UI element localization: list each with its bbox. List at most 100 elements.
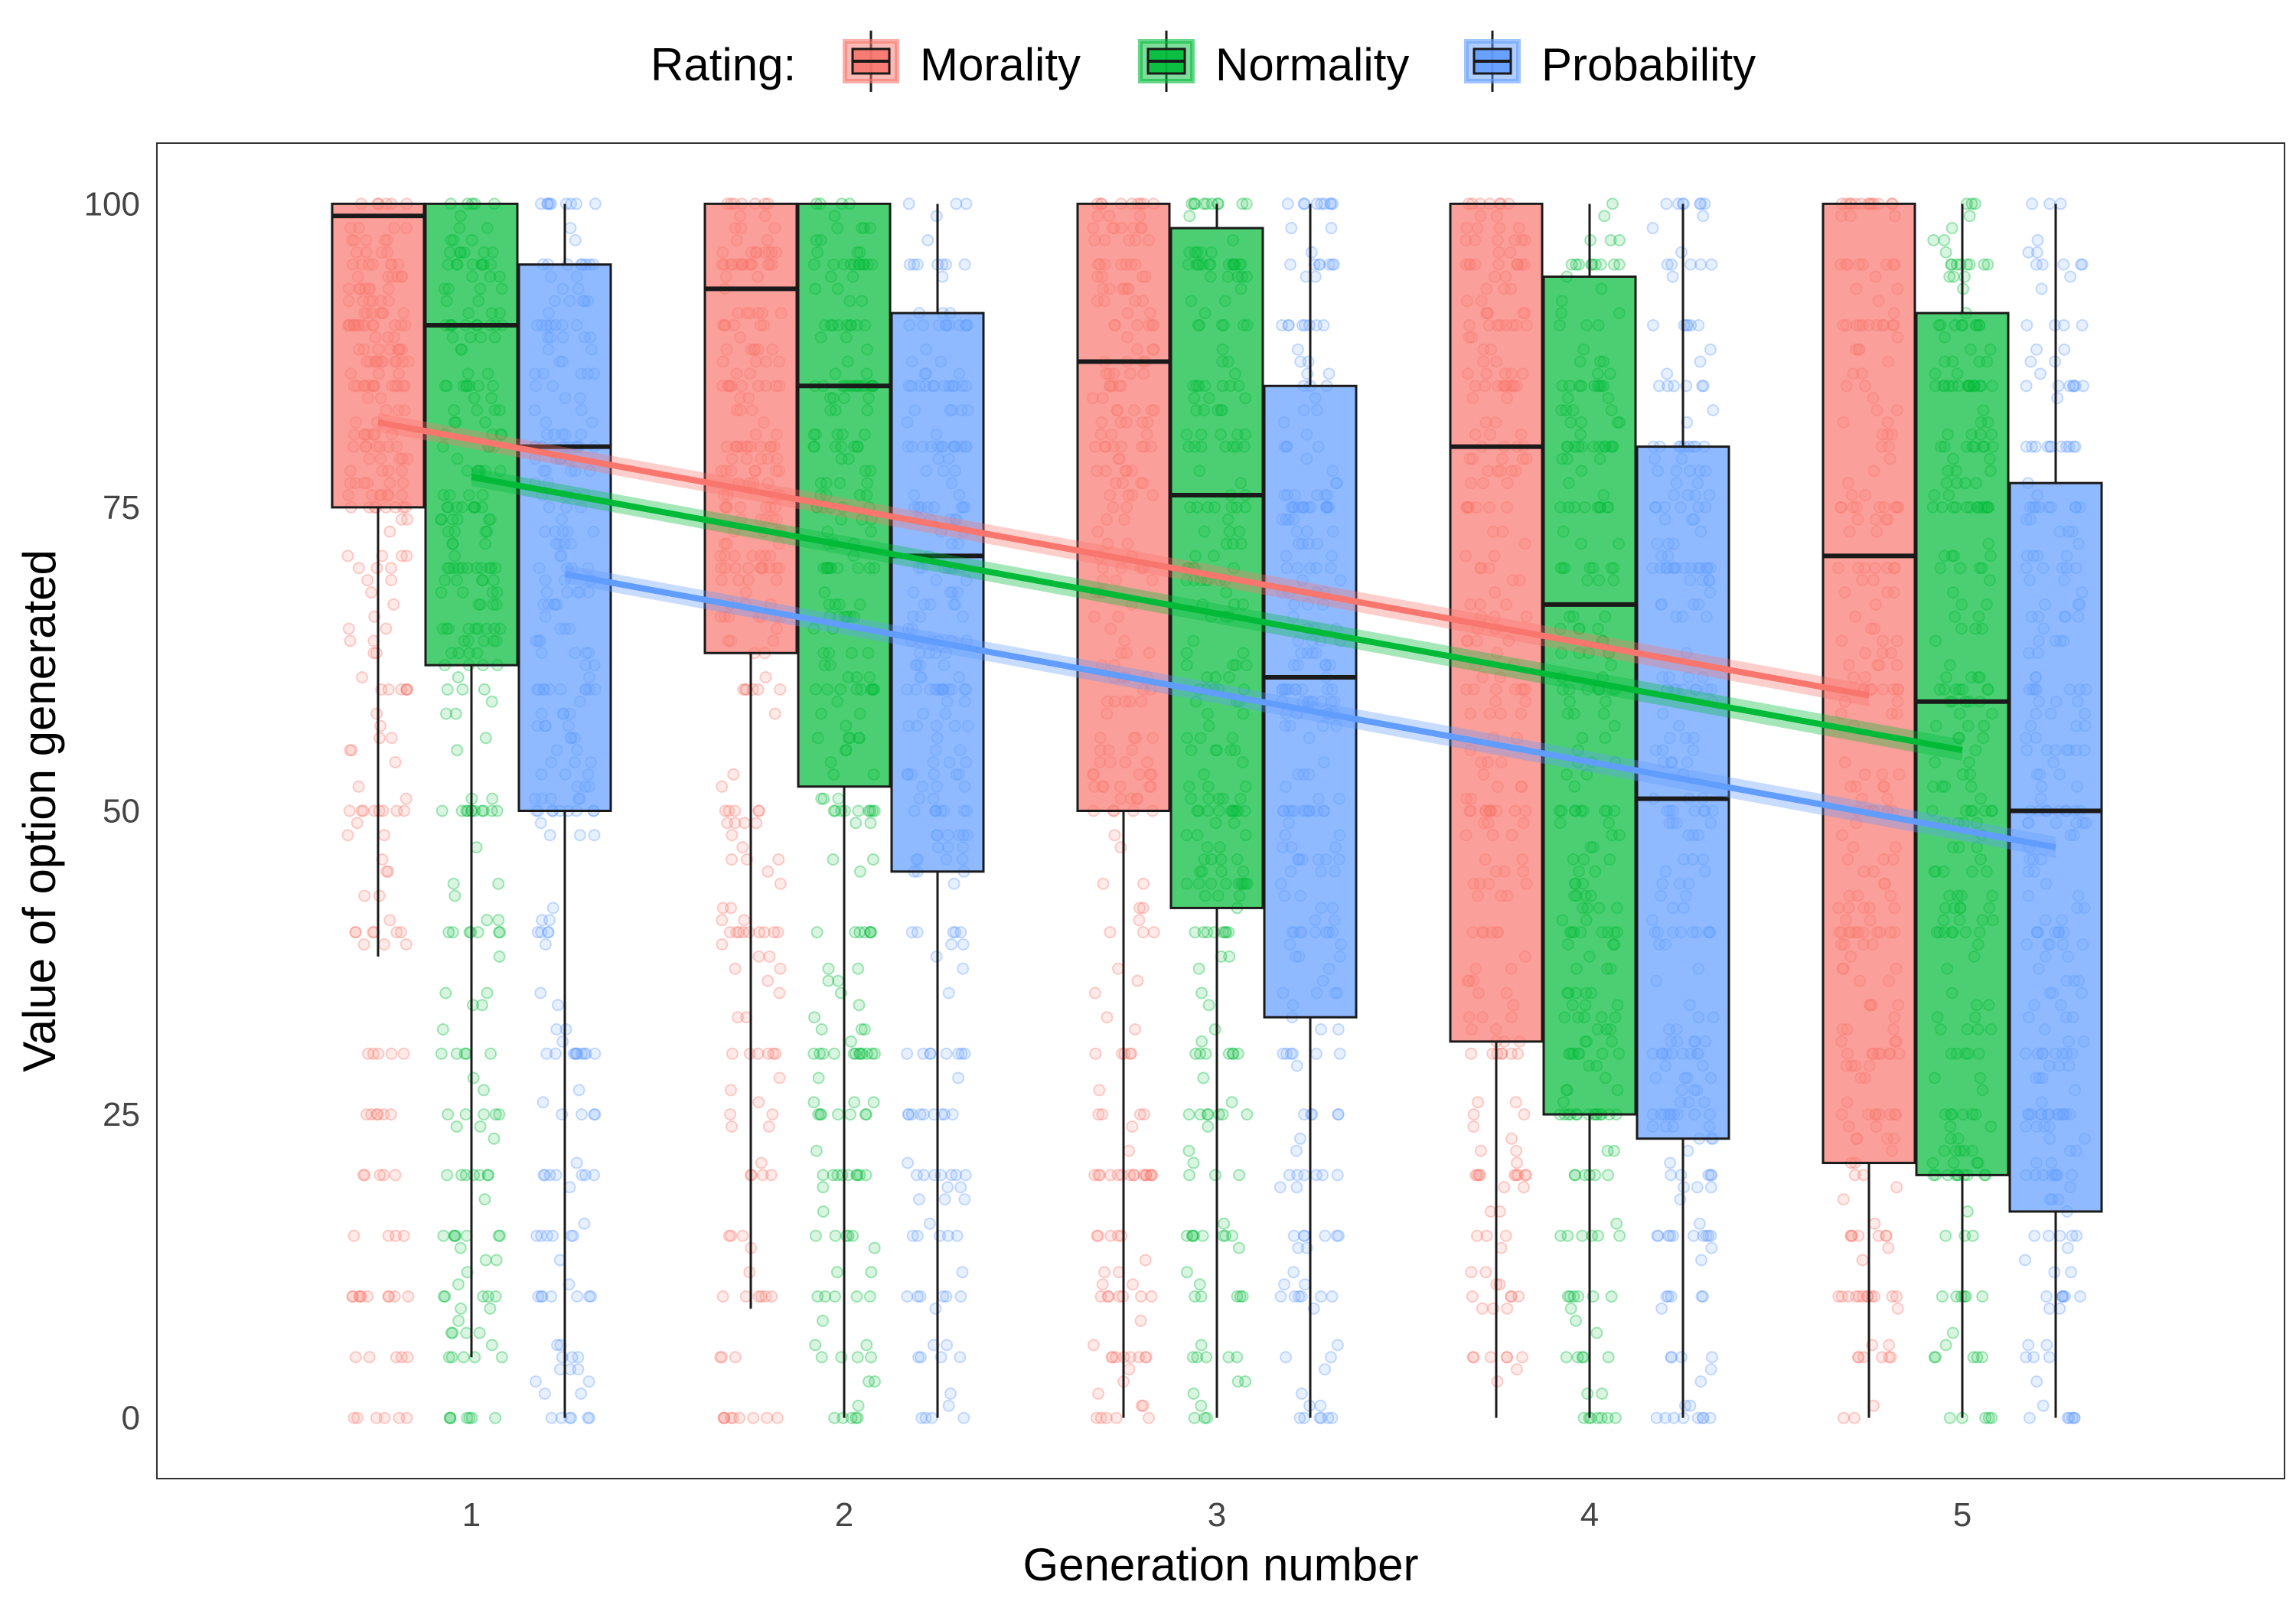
data-point (850, 1169, 863, 1182)
data-point (385, 574, 398, 587)
data-point (947, 877, 960, 890)
data-point (771, 1411, 784, 1424)
data-point (832, 792, 845, 805)
y-axis-title: Value of option generated (14, 550, 65, 1072)
data-point (389, 1169, 402, 1182)
legend: Rating: Morality Normality Probability (651, 31, 1756, 92)
data-point (542, 926, 555, 939)
data-point (945, 1169, 958, 1182)
data-point (1332, 1229, 1345, 1242)
data-point (738, 914, 751, 927)
data-point (830, 1266, 843, 1279)
data-point (733, 1411, 746, 1424)
data-point (387, 598, 400, 611)
data-point (1696, 380, 1709, 393)
data-point (950, 197, 963, 210)
data-point (380, 865, 393, 878)
data-point (2043, 1302, 2056, 1315)
data-point (342, 622, 355, 635)
data-point (1495, 1241, 1508, 1254)
data-point (1106, 1351, 1119, 1364)
data-point (343, 804, 356, 817)
data-point (402, 1290, 415, 1303)
box-normality-gen-4 (1542, 204, 1637, 1418)
data-point (752, 1096, 765, 1109)
data-point (1131, 974, 1144, 987)
data-point (2063, 380, 2076, 393)
box-iqr (797, 202, 892, 788)
data-point (2053, 1302, 2066, 1315)
data-point (447, 877, 460, 890)
data-point (743, 1266, 756, 1279)
data-point (484, 1302, 497, 1315)
data-point (349, 1351, 362, 1364)
data-point (1590, 1326, 1603, 1339)
data-point (1199, 1411, 1212, 1424)
data-point (1291, 343, 1304, 356)
data-point (385, 562, 397, 575)
data-point (1314, 1399, 1327, 1412)
data-point (850, 817, 863, 830)
data-point (390, 1351, 403, 1364)
trend-normality (471, 468, 1963, 761)
data-point (1330, 1229, 1343, 1242)
data-point (1133, 902, 1146, 915)
data-point (540, 1229, 553, 1242)
data-point (1218, 1217, 1231, 1230)
data-point (865, 1351, 877, 1364)
data-point (397, 1047, 410, 1060)
data-point (1282, 319, 1295, 331)
data-point (2020, 1351, 2033, 1364)
data-point (725, 1084, 737, 1097)
data-point (940, 1290, 953, 1303)
data-point (807, 1096, 820, 1109)
data-point (2057, 319, 2070, 331)
data-point (864, 926, 877, 939)
data-point (559, 197, 572, 210)
box-normality-gen-5 (1915, 204, 2010, 1418)
y-tick-label: 75 (103, 489, 140, 527)
data-point (859, 1108, 872, 1121)
data-point (1835, 1290, 1848, 1303)
data-point (565, 1411, 578, 1424)
data-point (465, 1411, 478, 1424)
data-point (481, 1169, 494, 1182)
data-point (1101, 1290, 1114, 1303)
data-point (750, 817, 763, 830)
data-point (1115, 1229, 1128, 1242)
data-point (457, 1351, 470, 1364)
data-point (1116, 1047, 1129, 1060)
data-point (1936, 1290, 1949, 1303)
data-point (901, 1290, 914, 1303)
data-point (1473, 1169, 1486, 1182)
data-point (1704, 343, 1717, 356)
box-morality-gen-1 (331, 202, 426, 957)
data-point (2031, 233, 2044, 246)
data-point (1313, 258, 1326, 271)
data-point (536, 1290, 549, 1303)
data-point (1465, 1047, 1478, 1060)
data-point (382, 1290, 395, 1303)
data-point (1613, 1229, 1626, 1242)
data-point (1133, 1108, 1146, 1121)
trend-probability (564, 565, 2056, 859)
data-point (861, 1047, 873, 1060)
data-point (756, 1169, 769, 1182)
data-point (718, 1411, 731, 1424)
data-point (463, 926, 476, 939)
data-point (538, 1388, 551, 1400)
data-point (952, 1047, 965, 1060)
data-point (724, 1108, 737, 1121)
data-point (1223, 950, 1236, 963)
data-point (950, 1169, 963, 1182)
data-point (1319, 1229, 1332, 1242)
data-point (1134, 1314, 1147, 1327)
data-point (2060, 440, 2073, 453)
data-point (814, 1108, 827, 1121)
data-point (1195, 1035, 1208, 1048)
data-point (736, 1229, 749, 1242)
box-morality-gen-5 (1821, 202, 1916, 1418)
data-point (400, 683, 413, 696)
data-point (390, 1229, 402, 1242)
